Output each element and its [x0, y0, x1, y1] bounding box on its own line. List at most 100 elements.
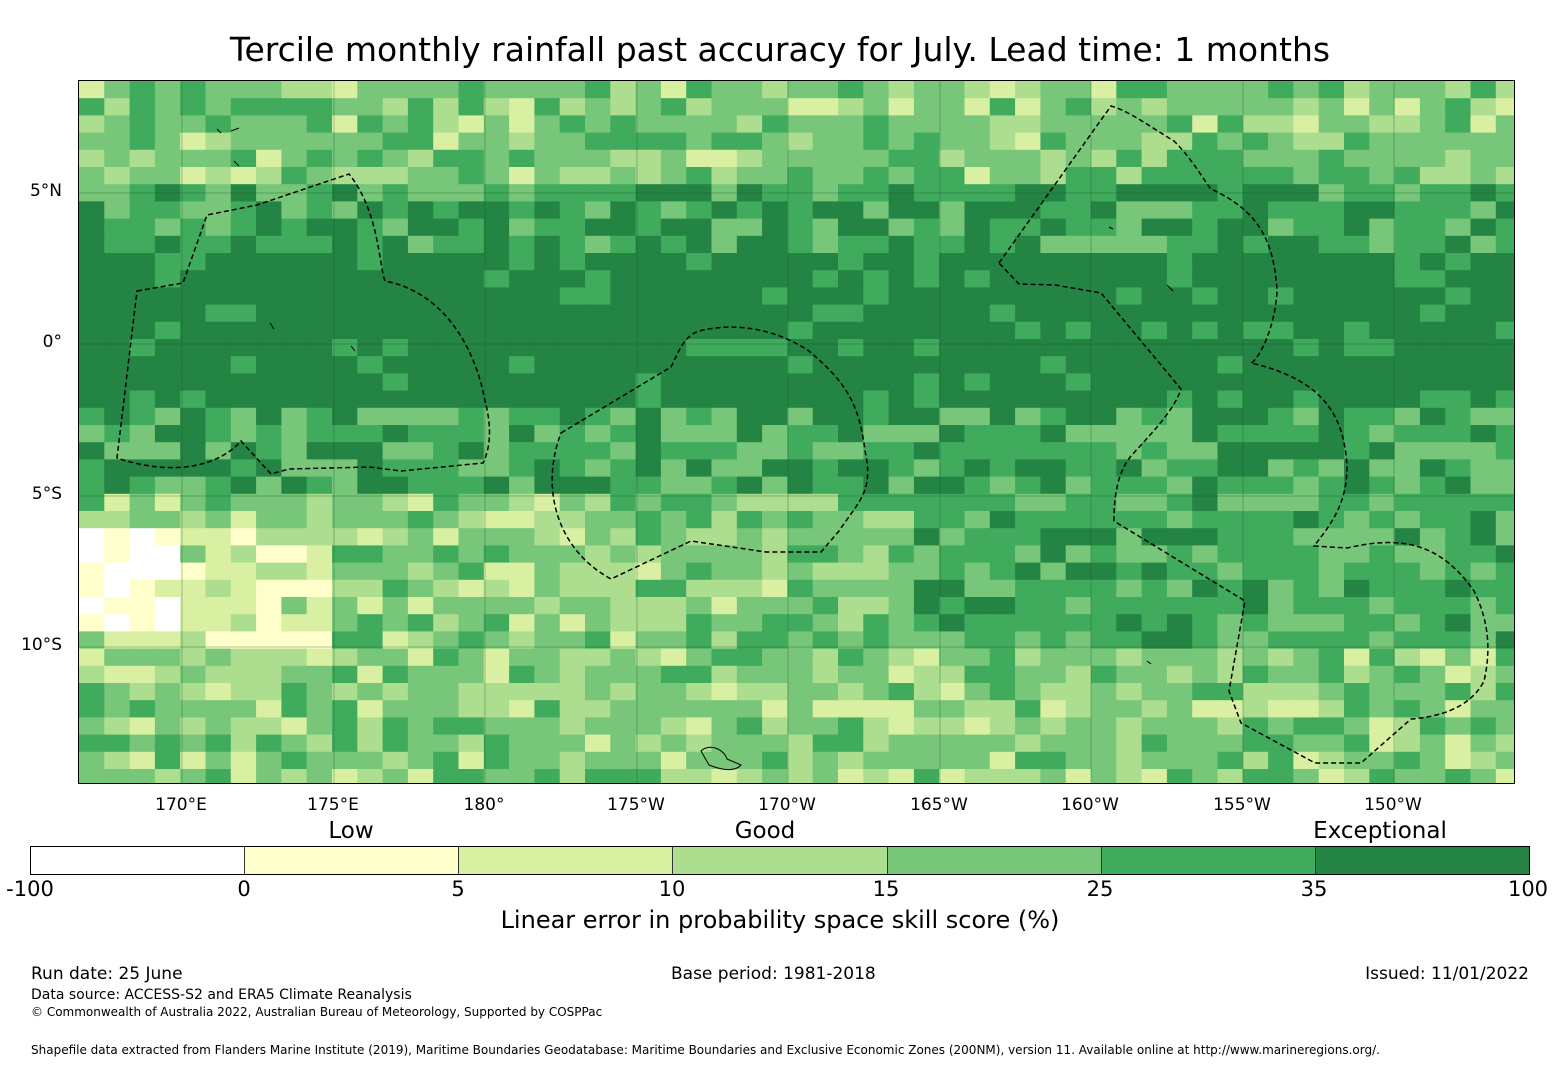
- skill-cell: [1091, 407, 1117, 426]
- skill-cell: [1015, 648, 1041, 667]
- skill-cell: [1192, 184, 1219, 202]
- skill-cell: [458, 167, 485, 185]
- skill-cell: [281, 270, 308, 288]
- skill-cell: [812, 201, 839, 220]
- skill-cell: [635, 476, 662, 495]
- skill-cell: [610, 167, 637, 185]
- skill-cell: [534, 373, 561, 392]
- skill-cell: [1141, 579, 1168, 598]
- skill-cell: [154, 218, 181, 237]
- skill-cell: [534, 167, 561, 185]
- skill-cell: [964, 235, 991, 254]
- skill-cell: [1091, 734, 1117, 753]
- skill-cell: [79, 167, 105, 185]
- skill-cell: [1192, 614, 1219, 632]
- skill-cell: [154, 287, 181, 306]
- skill-cell: [433, 184, 460, 202]
- skill-cell: [509, 287, 535, 306]
- skill-cell: [332, 218, 358, 237]
- skill-cell: [1091, 597, 1117, 615]
- skill-cell: [660, 511, 687, 529]
- skill-cell: [559, 751, 586, 770]
- skill-cell: [230, 631, 257, 650]
- skill-cell: [407, 149, 434, 168]
- skill-cell: [458, 769, 485, 783]
- skill-cell: [357, 132, 384, 151]
- skill-cell: [230, 442, 257, 460]
- skill-cell: [1040, 597, 1067, 615]
- skill-cell: [129, 287, 156, 306]
- skill-cell: [838, 218, 864, 237]
- skill-cell: [483, 631, 510, 650]
- skill-cell: [635, 356, 662, 374]
- skill-cell: [104, 476, 131, 495]
- skill-cell: [534, 683, 561, 701]
- skill-cell: [1293, 528, 1320, 546]
- skill-cell: [1091, 81, 1117, 99]
- skill-cell: [913, 253, 940, 271]
- skill-cell: [180, 98, 207, 116]
- colorbar-tick: 100: [1507, 877, 1549, 901]
- skill-cell: [154, 665, 181, 684]
- skill-cell: [154, 614, 181, 632]
- skill-cell: [1015, 751, 1041, 770]
- skill-cell: [1166, 373, 1193, 392]
- skill-cell: [205, 700, 232, 718]
- skill-cell: [1065, 476, 1092, 495]
- skill-cell: [585, 373, 611, 392]
- skill-cell: [660, 149, 687, 168]
- skill-cell: [534, 476, 561, 495]
- skill-cell: [1091, 304, 1117, 323]
- skill-cell: [1445, 700, 1472, 718]
- skill-cell: [762, 356, 788, 374]
- skill-cell: [939, 751, 966, 770]
- skill-cell: [1242, 356, 1269, 374]
- skill-cell: [863, 511, 890, 529]
- skill-cell: [433, 425, 460, 443]
- skill-cell: [863, 339, 890, 357]
- skill-cell: [736, 700, 763, 718]
- skill-cell: [1445, 407, 1472, 426]
- skill-cell: [1065, 648, 1092, 667]
- skill-cell: [129, 321, 156, 340]
- skill-cell: [1040, 614, 1067, 632]
- skill-cell: [407, 253, 434, 271]
- skill-cell: [838, 700, 864, 718]
- skill-cell: [711, 597, 738, 615]
- skill-cell: [1217, 339, 1244, 357]
- category-label-good: Good: [734, 818, 796, 844]
- skill-cell: [711, 339, 738, 357]
- skill-cell: [1470, 734, 1497, 753]
- skill-cell: [1116, 373, 1143, 392]
- skill-cell: [382, 98, 409, 116]
- skill-cell: [1445, 390, 1472, 409]
- skill-cell: [483, 476, 510, 495]
- skill-cell: [1394, 665, 1421, 684]
- skill-cell: [1015, 270, 1041, 288]
- skill-cell: [1445, 683, 1472, 701]
- skill-cell: [863, 700, 890, 718]
- skill-cell: [736, 407, 763, 426]
- colorbar-segment: [1101, 847, 1316, 874]
- skill-cell: [964, 631, 991, 650]
- skill-cell: [256, 235, 282, 254]
- skill-cell: [433, 717, 460, 736]
- skill-cell: [1394, 270, 1421, 288]
- skill-cell: [79, 218, 105, 237]
- skill-cell: [483, 270, 510, 288]
- skill-cell: [635, 579, 662, 598]
- skill-cell: [306, 167, 333, 185]
- skill-cell: [736, 356, 763, 374]
- skill-cell: [306, 528, 333, 546]
- skill-cell: [1217, 235, 1244, 254]
- skill-cell: [509, 201, 535, 220]
- skill-cell: [1091, 115, 1117, 134]
- skill-cell: [509, 751, 535, 770]
- skill-cell: [332, 442, 358, 460]
- skill-cell: [230, 493, 257, 512]
- skill-cell: [1369, 407, 1396, 426]
- skill-cell: [913, 270, 940, 288]
- skill-cell: [458, 717, 485, 736]
- skill-cell: [104, 751, 131, 770]
- skill-cell: [1318, 270, 1345, 288]
